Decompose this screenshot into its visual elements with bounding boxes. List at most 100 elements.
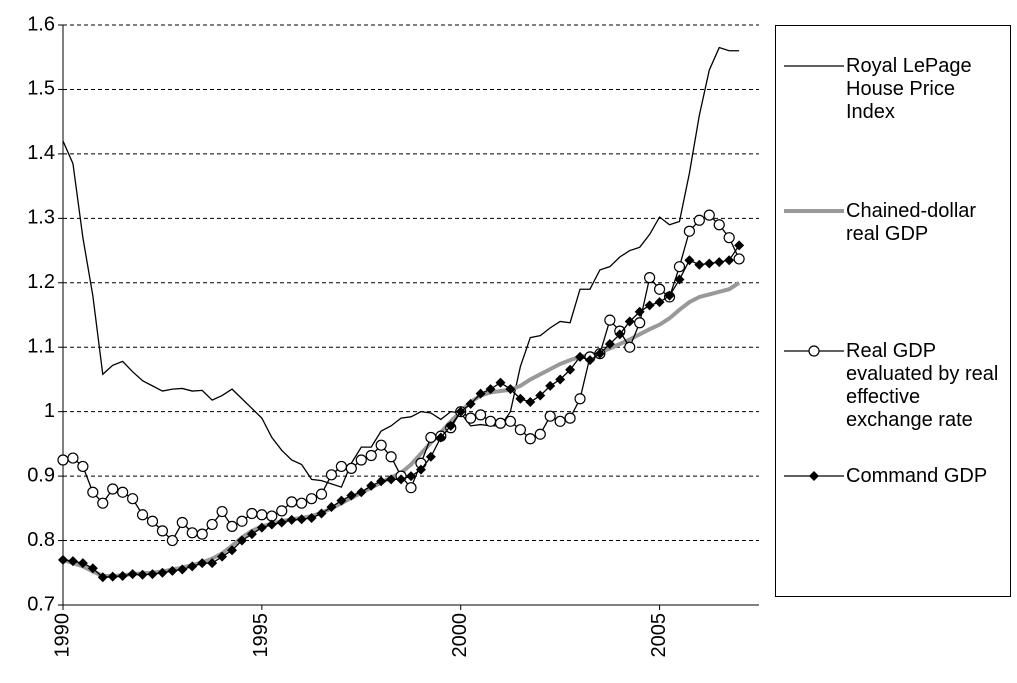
marker	[545, 380, 556, 391]
marker	[206, 518, 218, 531]
marker	[406, 471, 416, 482]
marker	[236, 515, 248, 527]
marker	[495, 377, 506, 388]
marker	[147, 569, 158, 580]
marker	[634, 317, 646, 329]
legend: Royal LePage House Price Index Chained-do…	[775, 25, 1011, 597]
marker	[425, 431, 437, 444]
marker	[475, 388, 486, 399]
marker	[246, 529, 257, 540]
marker	[107, 483, 119, 495]
x-tick-label: 2000	[449, 613, 471, 658]
marker	[217, 551, 228, 562]
marker	[305, 493, 318, 505]
marker	[734, 240, 745, 251]
marker	[634, 306, 645, 317]
marker	[544, 410, 556, 422]
y-tick-label: 1.5	[27, 78, 55, 100]
marker	[693, 214, 705, 226]
marker	[236, 535, 247, 546]
y-tick-label: 1.3	[27, 207, 55, 229]
marker	[594, 348, 605, 359]
marker	[723, 232, 735, 244]
marker	[127, 569, 138, 580]
y-tick-label: 1.4	[27, 142, 55, 164]
marker	[256, 509, 268, 521]
marker	[286, 496, 298, 508]
marker	[286, 514, 297, 525]
marker	[176, 516, 188, 529]
legend-keys	[784, 65, 844, 481]
marker	[376, 476, 387, 487]
marker	[227, 545, 238, 556]
marker	[524, 433, 536, 445]
marker	[216, 505, 228, 518]
marker	[415, 464, 426, 475]
marker	[396, 474, 407, 485]
marker	[77, 558, 88, 569]
marker	[375, 439, 387, 451]
marker	[57, 454, 69, 466]
marker	[166, 534, 178, 547]
marker	[485, 384, 496, 395]
x-tick-label: 1995	[250, 613, 272, 658]
marker	[703, 209, 715, 221]
marker	[67, 556, 78, 567]
marker	[356, 487, 367, 498]
marker	[494, 417, 507, 429]
marker	[505, 384, 516, 395]
marker	[504, 415, 517, 427]
marker	[425, 451, 436, 462]
marker	[146, 515, 159, 527]
marker	[136, 509, 149, 521]
marker	[117, 571, 128, 581]
marker	[87, 486, 99, 498]
marker	[246, 507, 258, 520]
marker	[386, 474, 397, 485]
marker	[197, 558, 208, 569]
marker	[326, 502, 337, 513]
x-tick-label: 1990	[51, 613, 73, 658]
marker	[684, 255, 695, 266]
legend-label: Real GDP evaluated by real effective exc…	[846, 339, 999, 431]
marker	[187, 561, 198, 572]
marker	[465, 412, 477, 424]
marker	[167, 565, 178, 576]
marker	[534, 428, 546, 440]
marker	[584, 355, 595, 366]
marker	[694, 259, 705, 270]
legend-label: Royal LePage House Price Index	[846, 54, 972, 123]
marker	[315, 488, 328, 500]
marker	[196, 528, 208, 540]
marker	[574, 393, 586, 405]
marker	[256, 522, 267, 533]
marker	[207, 558, 218, 569]
y-tick-label: 0.9	[27, 464, 55, 486]
marker	[809, 471, 819, 481]
marker	[535, 390, 546, 401]
marker	[366, 480, 377, 491]
marker	[564, 412, 576, 424]
marker	[674, 274, 685, 285]
marker	[137, 569, 148, 580]
marker	[156, 525, 169, 537]
y-tick-label: 1	[44, 400, 55, 422]
marker	[733, 253, 745, 265]
marker	[704, 258, 715, 269]
marker	[515, 393, 526, 404]
marker	[683, 225, 696, 237]
marker	[97, 572, 108, 583]
marker	[355, 454, 367, 466]
marker	[107, 571, 118, 582]
marker	[67, 452, 79, 464]
marker	[714, 257, 725, 268]
y-tick-label: 1.6	[27, 13, 55, 35]
marker	[514, 424, 526, 436]
marker	[325, 469, 338, 481]
marker	[157, 567, 168, 578]
marker	[713, 219, 725, 231]
y-tick-label: 1.1	[27, 336, 55, 358]
marker	[385, 451, 397, 463]
